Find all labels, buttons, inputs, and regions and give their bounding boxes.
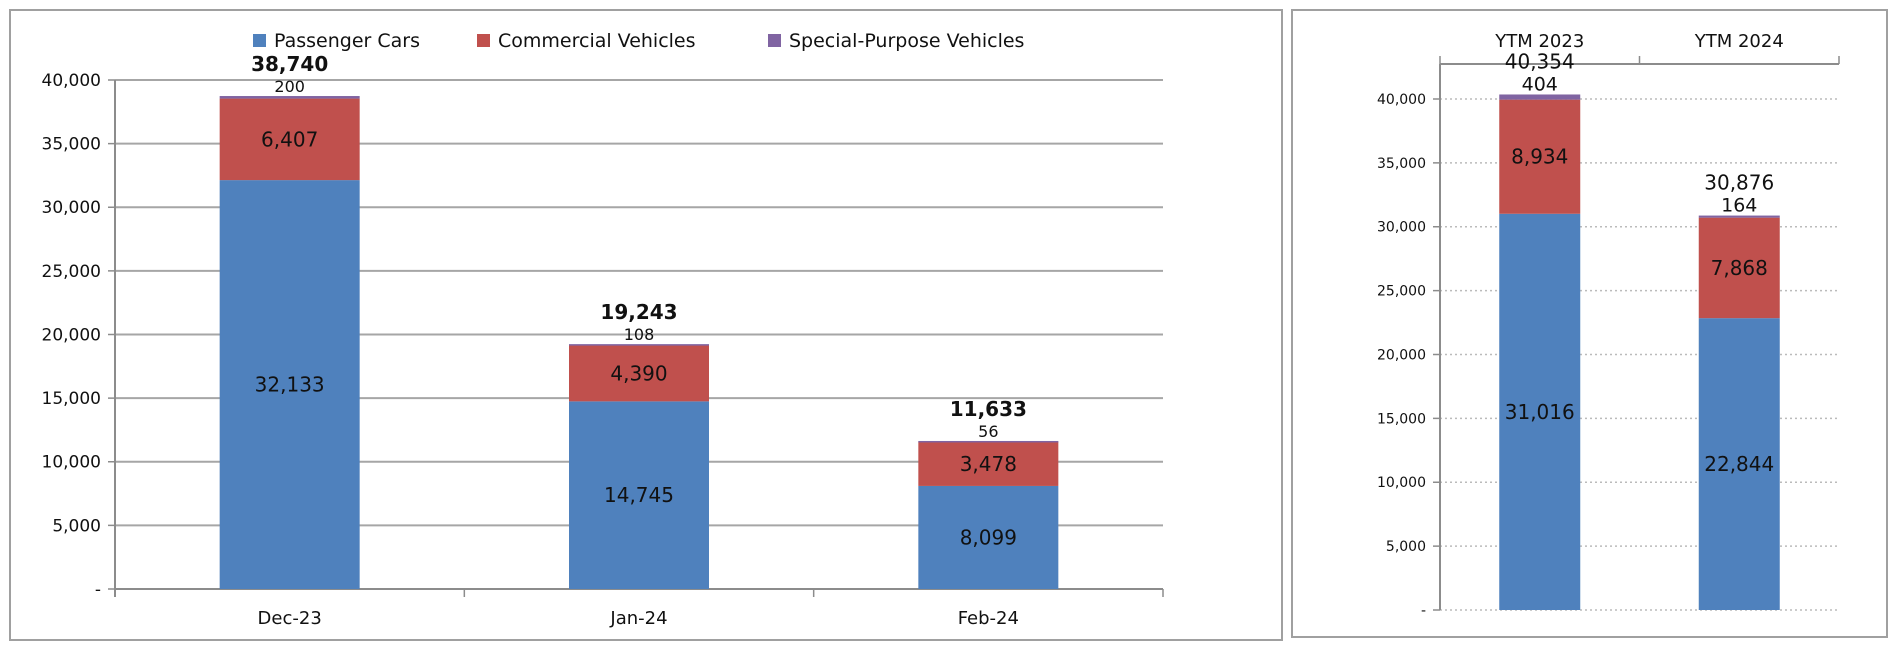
x-category-label: Jan-24 <box>609 608 667 629</box>
bar-segment-special-purpose-vehicles <box>1698 215 1780 218</box>
legend-swatch <box>768 34 781 47</box>
data-label: 8,934 <box>1511 145 1568 169</box>
total-label: 11,633 <box>950 397 1027 421</box>
data-label: 404 <box>1522 73 1558 95</box>
monthly-sales-chart: - 5,000 10,000 15,000 20,000 25,000 30,000 35,0… <box>42 30 1164 629</box>
data-label: 3,478 <box>960 452 1017 476</box>
legend-swatch <box>477 34 490 47</box>
data-label: 14,745 <box>604 483 674 507</box>
x-category-label: Dec-23 <box>258 608 322 629</box>
y-tick-label: 35,000 <box>1377 156 1426 172</box>
bar-segment-passenger-cars <box>918 485 1059 589</box>
bar-segment-commercial-vehicles <box>1499 99 1581 214</box>
bar-segment-commercial-vehicles <box>1698 217 1780 319</box>
data-label: 6,407 <box>261 127 318 151</box>
legend-label: Special-Purpose Vehicles <box>789 30 1024 52</box>
data-label: 22,844 <box>1704 452 1774 476</box>
y-tick-label: 10,000 <box>42 453 101 473</box>
y-tick-label: - <box>1421 603 1426 619</box>
bar-segment-passenger-cars <box>219 180 360 589</box>
bar-segment-commercial-vehicles <box>569 345 709 402</box>
y-tick-label: 5,000 <box>1386 539 1426 555</box>
y-tick-label: 40,000 <box>42 71 101 91</box>
x-category-label: YTM 2023 <box>1494 31 1584 52</box>
data-label: 8,099 <box>960 525 1017 549</box>
bar-segment-special-purpose-vehicles <box>1499 94 1581 100</box>
bar-segment-special-purpose-vehicles <box>918 440 1059 443</box>
x-category-label: Feb-24 <box>958 608 1019 629</box>
legend-label: Passenger Cars <box>274 30 420 52</box>
y-tick-label: 20,000 <box>1377 347 1426 363</box>
total-label: 40,354 <box>1505 49 1575 73</box>
y-tick-label: 30,000 <box>1377 220 1426 236</box>
bar-segment-passenger-cars <box>1698 318 1780 610</box>
y-tick-label: 25,000 <box>1377 284 1426 300</box>
data-label: 32,133 <box>255 373 325 397</box>
total-label: 30,876 <box>1704 171 1774 195</box>
y-tick-label: - <box>95 580 101 600</box>
bar-segment-special-purpose-vehicles <box>219 96 360 99</box>
legend-label: Commercial Vehicles <box>498 30 696 52</box>
total-label: 19,243 <box>600 300 677 324</box>
y-tick-label: 30,000 <box>42 198 101 218</box>
data-label: 200 <box>274 77 305 96</box>
x-category-label: YTM 2024 <box>1694 31 1784 52</box>
bar-segment-passenger-cars <box>569 401 709 589</box>
y-tick-label: 15,000 <box>1377 411 1426 427</box>
total-label: 38,740 <box>251 52 328 76</box>
bar-segment-special-purpose-vehicles <box>569 344 709 346</box>
y-tick-label: 25,000 <box>42 262 101 282</box>
data-label: 7,868 <box>1711 256 1768 280</box>
legend-swatch <box>253 34 266 47</box>
data-label: 4,390 <box>610 361 667 385</box>
y-tick-label: 10,000 <box>1377 475 1426 491</box>
bar-segment-commercial-vehicles <box>918 441 1059 486</box>
data-label: 56 <box>978 422 998 441</box>
ytm-sales-chart: - 5,000 10,000 15,000 20,000 25,000 30,000 35,0… <box>1377 31 1840 619</box>
y-tick-label: 15,000 <box>42 389 101 409</box>
data-label: 164 <box>1721 195 1757 217</box>
y-tick-label: 5,000 <box>52 516 101 536</box>
data-label: 108 <box>624 325 655 344</box>
right-chart-frame <box>1291 9 1888 638</box>
y-tick-label: 20,000 <box>42 325 101 345</box>
y-tick-label: 40,000 <box>1377 92 1426 108</box>
bar-segment-passenger-cars <box>1499 213 1581 610</box>
bar-segment-commercial-vehicles <box>219 98 360 181</box>
y-tick-label: 35,000 <box>42 135 101 155</box>
data-label: 31,016 <box>1505 400 1575 424</box>
